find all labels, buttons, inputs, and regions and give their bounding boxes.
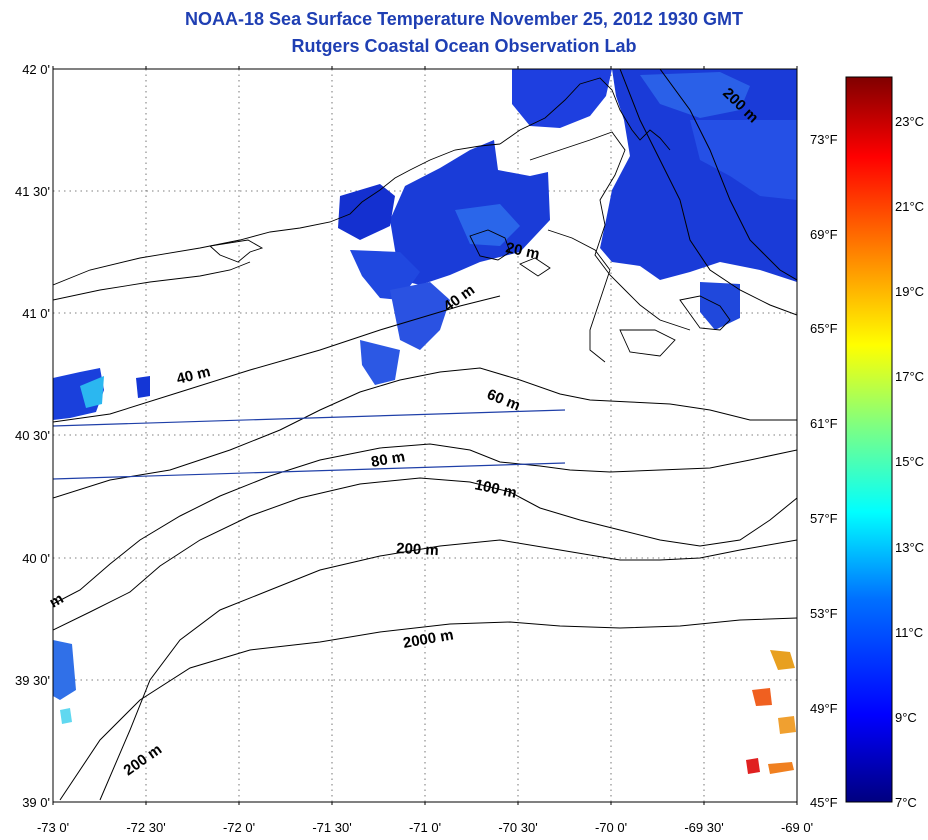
- coastline: [53, 77, 731, 363]
- lon-label: -72 30': [126, 820, 165, 835]
- lon-axis-labels: -73 0' -72 30' -72 0' -71 30' -71 0' -70…: [37, 820, 813, 835]
- celsius-label: 11°C: [895, 625, 923, 640]
- lon-label: -69 0': [781, 820, 813, 835]
- fahrenheit-label: 53°F: [810, 606, 838, 621]
- fahrenheit-label: 65°F: [810, 321, 838, 336]
- fahrenheit-label: 69°F: [810, 227, 838, 242]
- contour-label-100m: 100 m: [473, 476, 518, 501]
- contour-label-80m: 80 m: [370, 448, 407, 471]
- track-lines: [53, 409, 566, 480]
- fahrenheit-label: 45°F: [810, 795, 838, 810]
- sst-data-layer: [53, 69, 797, 774]
- lat-axis-labels: 42 0' 41 30' 41 0' 40 30' 40 0' 39 30' 3…: [15, 62, 50, 810]
- lon-label: -72 0': [223, 820, 255, 835]
- lon-label: -73 0': [37, 820, 69, 835]
- contour-label-60m: 60 m: [485, 386, 523, 415]
- celsius-scale: 23°C 21°C 19°C 17°C 15°C 13°C 11°C 9°C 7…: [895, 114, 924, 810]
- celsius-label: 15°C: [895, 454, 924, 469]
- fahrenheit-label: 57°F: [810, 511, 838, 526]
- contour-label-20m: 20 m: [504, 239, 541, 263]
- contour-label-m: m: [47, 590, 67, 611]
- contour-label-40m-a: 40 m: [440, 281, 478, 315]
- colorbar: [845, 76, 893, 803]
- celsius-label: 13°C: [895, 540, 924, 555]
- fahrenheit-label: 61°F: [810, 416, 838, 431]
- lat-label: 39 0': [22, 795, 50, 810]
- celsius-label: 7°C: [895, 795, 917, 810]
- lon-label: -71 0': [409, 820, 441, 835]
- contour-label-200m-a: 200 m: [396, 540, 439, 559]
- bathymetry-contours: [53, 69, 797, 801]
- fahrenheit-scale: 73°F 69°F 65°F 61°F 57°F 53°F 49°F 45°F: [810, 132, 838, 810]
- lat-label: 40 30': [15, 428, 50, 443]
- celsius-label: 17°C: [895, 369, 924, 384]
- lon-label: -69 30': [684, 820, 723, 835]
- contour-label-2000m: 2000 m: [402, 626, 455, 652]
- lon-label: -70 0': [595, 820, 627, 835]
- lon-label: -70 30': [498, 820, 537, 835]
- celsius-label: 19°C: [895, 284, 924, 299]
- lat-label: 40 0': [22, 551, 50, 566]
- fahrenheit-label: 73°F: [810, 132, 838, 147]
- lat-label: 41 30': [15, 184, 50, 199]
- fahrenheit-label: 49°F: [810, 701, 838, 716]
- map-title: NOAA-18 Sea Surface Temperature November…: [185, 9, 743, 29]
- lat-label: 42 0': [22, 62, 50, 77]
- celsius-label: 21°C: [895, 199, 924, 214]
- lon-label: -71 30': [312, 820, 351, 835]
- lat-label: 41 0': [22, 306, 50, 321]
- map-subtitle: Rutgers Coastal Ocean Observation Lab: [291, 36, 637, 56]
- celsius-label: 9°C: [895, 710, 917, 725]
- celsius-label: 23°C: [895, 114, 924, 129]
- lat-label: 39 30': [15, 673, 50, 688]
- contour-label-200m-b: 200 m: [121, 741, 166, 779]
